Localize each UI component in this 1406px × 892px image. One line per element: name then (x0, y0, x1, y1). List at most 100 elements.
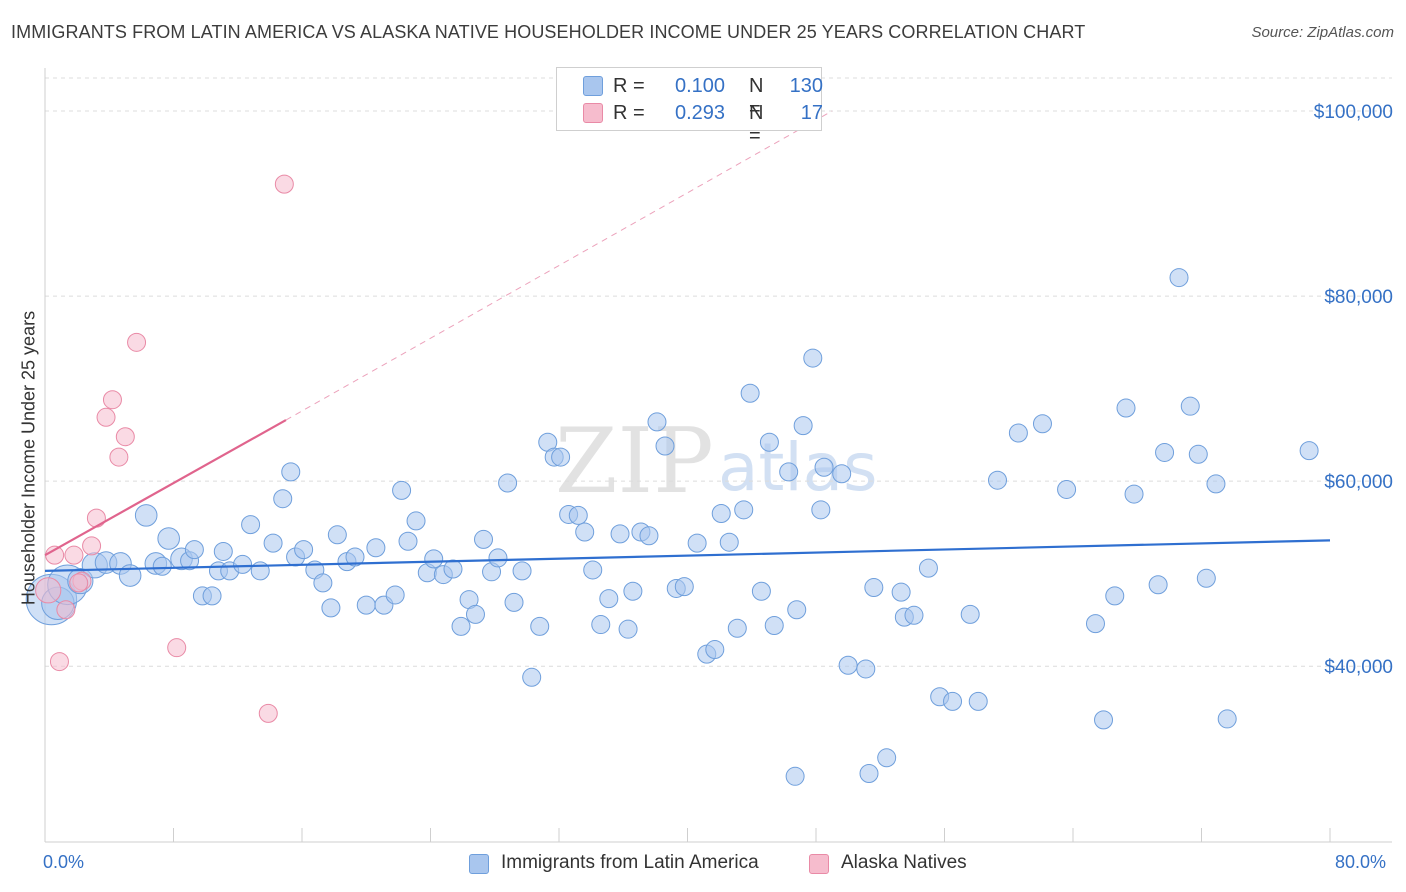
data-point-alaska-natives (115, 427, 135, 447)
pink-swatch-icon (809, 854, 829, 874)
data-point-latin-america (1124, 484, 1144, 504)
data-point-latin-america (943, 691, 963, 711)
data-point-latin-america (599, 589, 619, 609)
data-point-latin-america (1196, 568, 1216, 588)
data-point-latin-america (610, 524, 630, 544)
data-point-latin-america (530, 616, 550, 636)
series-latin-america (25, 268, 1319, 786)
data-point-latin-america (856, 659, 876, 679)
data-point-alaska-natives (35, 577, 62, 604)
data-point-latin-america (233, 554, 253, 574)
data-point-latin-america (618, 619, 638, 639)
grid-lines (45, 77, 1392, 667)
y-tick-label: $40,000 (1324, 657, 1393, 678)
data-point-latin-america (1085, 614, 1105, 634)
data-point-alaska-natives (96, 407, 116, 427)
data-point-alaska-natives (167, 638, 187, 658)
x-tick-label-max: 80.0% (1335, 852, 1387, 872)
legend-n-label: N = (749, 102, 764, 147)
data-point-alaska-natives (109, 447, 129, 467)
source-attribution: Source: ZipAtlas.com (1251, 24, 1394, 41)
data-point-latin-america (345, 547, 365, 567)
data-point-latin-america (1155, 442, 1175, 462)
trend-line-alaska-natives (44, 419, 287, 557)
data-point-latin-america (740, 383, 760, 403)
data-point-latin-america (838, 655, 858, 675)
data-point-latin-america (504, 592, 524, 612)
legend-n-label: N = (749, 75, 764, 120)
blue-swatch-icon (583, 76, 603, 96)
data-point-alaska-natives (82, 536, 102, 556)
data-point-latin-america (639, 526, 659, 546)
data-point-latin-america (918, 558, 938, 578)
data-point-latin-america (727, 618, 747, 638)
data-point-latin-america (734, 500, 754, 520)
data-point-latin-america (779, 462, 799, 482)
data-point-latin-america (568, 505, 588, 525)
data-point-alaska-natives (127, 332, 147, 352)
data-point-latin-america (152, 556, 172, 576)
x-tick-label-min: 0.0% (43, 852, 85, 872)
data-point-latin-america (294, 540, 314, 560)
trend-extension-alaska-natives (285, 110, 833, 421)
data-point-latin-america (960, 604, 980, 624)
data-point-latin-america (281, 462, 301, 482)
data-point-latin-america (859, 764, 879, 784)
data-point-latin-america (184, 540, 204, 560)
y-axis-label: Householder Income Under 25 years (18, 310, 39, 606)
axes (44, 68, 1392, 843)
data-point-latin-america (1188, 444, 1208, 464)
data-point-latin-america (1094, 710, 1114, 730)
data-point-latin-america (321, 598, 341, 618)
y-tick-label: $80,000 (1324, 287, 1393, 308)
data-point-alaska-natives (274, 174, 294, 194)
data-point-latin-america (1169, 268, 1189, 288)
y-tick-labels: $40,000 $60,000 $80,000 $100,000 (1314, 102, 1393, 678)
data-point-latin-america (891, 582, 911, 602)
bottom-legend-label: Immigrants from Latin America (501, 852, 759, 873)
data-point-latin-america (385, 585, 405, 605)
data-point-latin-america (623, 581, 643, 601)
trend-lines (44, 110, 1331, 572)
data-point-latin-america (711, 504, 731, 524)
data-point-latin-america (1032, 414, 1052, 434)
series-alaska-natives (35, 174, 294, 723)
data-point-latin-america (263, 533, 283, 553)
watermark: ZIP atlas (555, 409, 878, 514)
y-tick-label: $100,000 (1314, 102, 1393, 123)
data-point-latin-america (705, 640, 725, 660)
legend-n-value: 17 (800, 102, 823, 124)
data-point-latin-america (877, 748, 897, 768)
data-point-latin-america (803, 348, 823, 368)
pink-swatch-icon (583, 103, 603, 123)
data-point-latin-america (793, 416, 813, 436)
data-point-latin-america (1148, 575, 1168, 595)
data-point-alaska-natives (102, 390, 122, 410)
watermark-atlas: atlas (718, 429, 878, 506)
data-point-alaska-natives (56, 600, 76, 620)
legend-r-value: 0.100 (675, 75, 726, 97)
data-point-latin-america (1299, 441, 1319, 461)
data-point-latin-america (904, 605, 924, 625)
data-point-latin-america (202, 586, 222, 606)
legend-r-label: R = (613, 102, 645, 124)
data-point-latin-america (1180, 396, 1200, 416)
y-tick-label: $60,000 (1324, 472, 1393, 493)
blue-swatch-icon (469, 854, 489, 874)
data-point-alaska-natives (49, 652, 69, 672)
bottom-legend-label: Alaska Natives (841, 852, 967, 873)
data-point-latin-america (968, 691, 988, 711)
data-point-alaska-natives (258, 703, 278, 723)
data-point-latin-america (674, 577, 694, 597)
data-point-latin-america (512, 561, 532, 581)
data-point-latin-america (787, 600, 807, 620)
legend-r-value: 0.293 (675, 102, 726, 124)
data-point-latin-america (864, 578, 884, 598)
data-point-latin-america (241, 515, 261, 535)
data-point-latin-america (811, 500, 831, 520)
trend-line-latin-america (44, 539, 1331, 572)
data-point-latin-america (443, 559, 463, 579)
data-point-latin-america (785, 766, 805, 786)
data-point-latin-america (647, 412, 667, 432)
data-point-latin-america (522, 667, 542, 687)
